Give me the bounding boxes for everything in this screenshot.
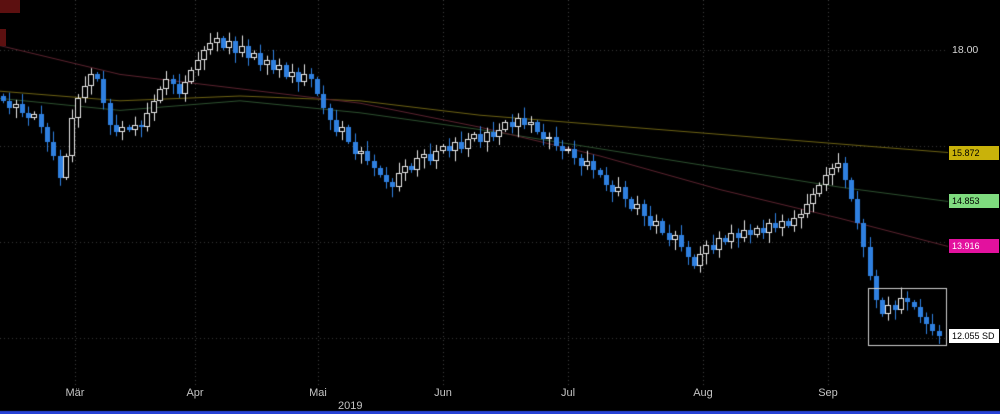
terminal-red-artifact-top-left <box>0 0 20 13</box>
terminal-red-artifact-left-edge <box>0 29 6 46</box>
